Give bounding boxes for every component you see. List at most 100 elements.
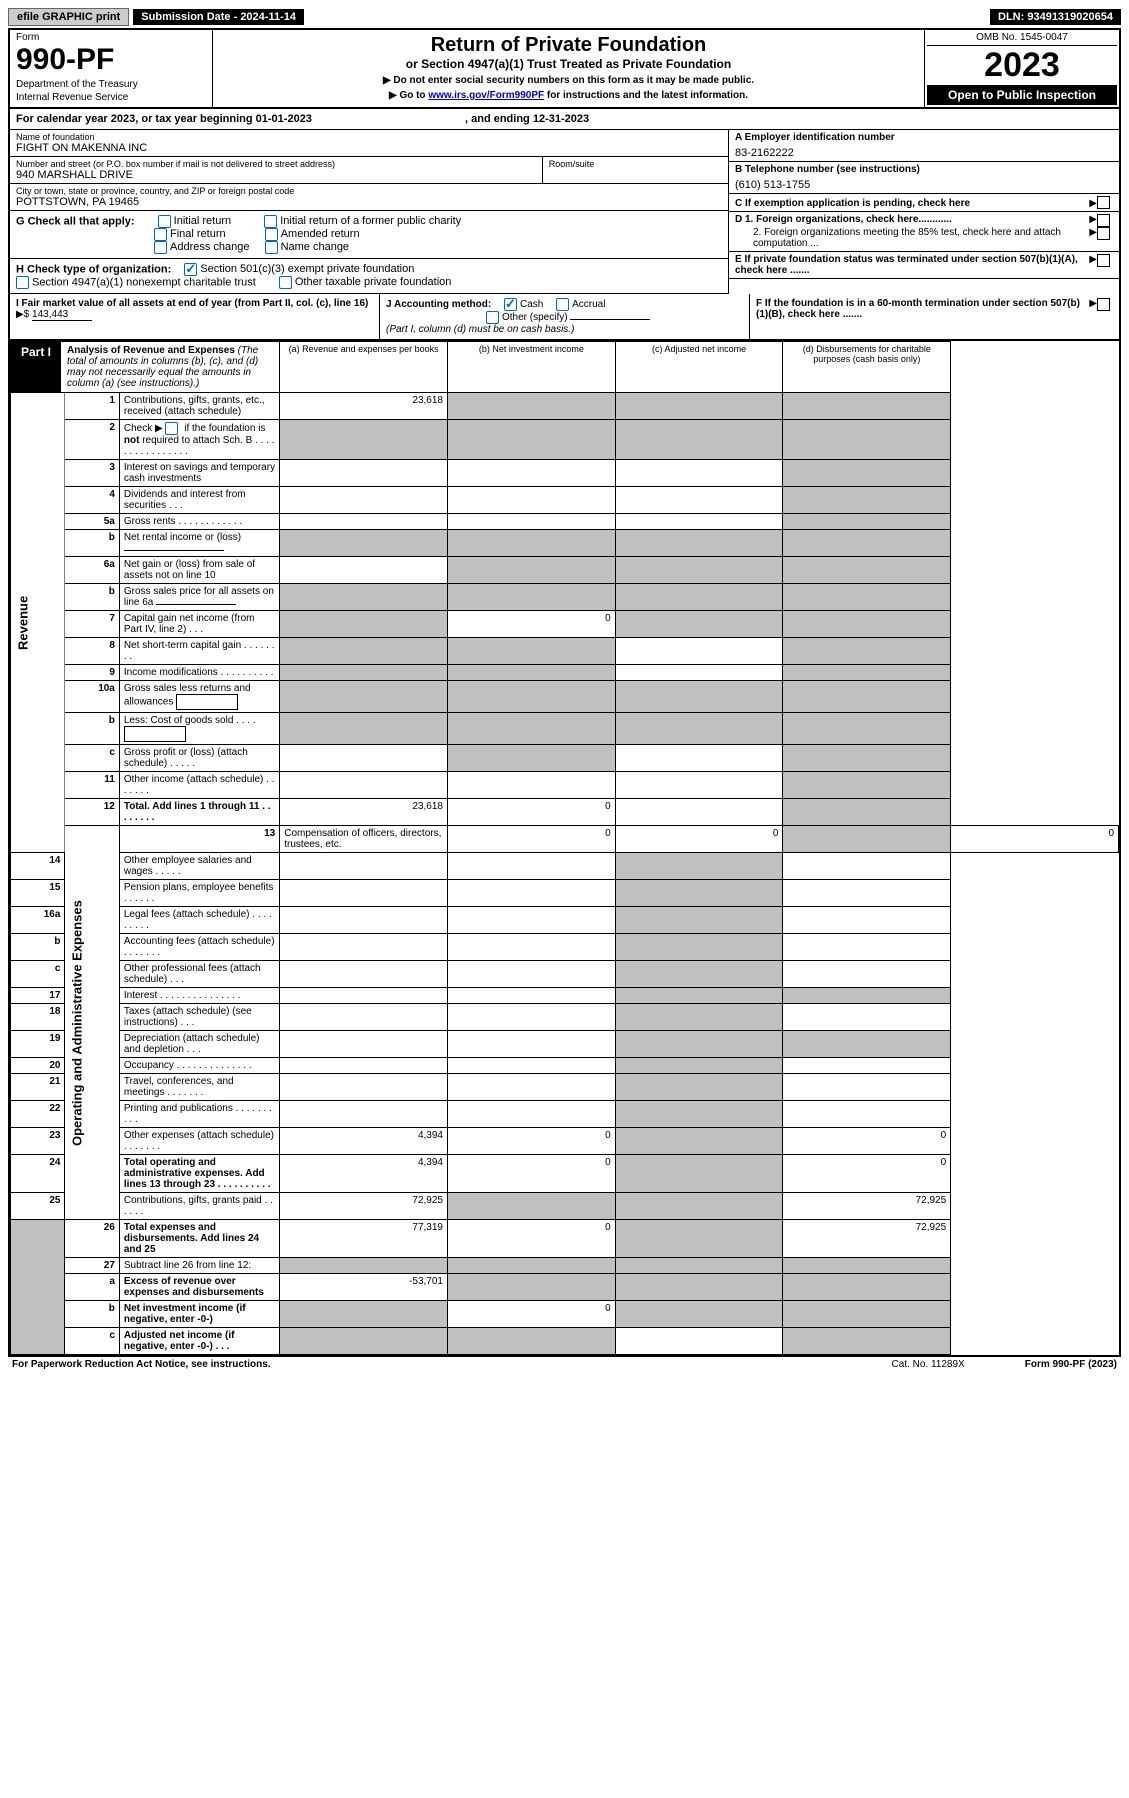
table-row: 12Total. Add lines 1 through 11 . . . . … bbox=[11, 799, 1119, 826]
d2-label: 2. Foreign organizations meeting the 85%… bbox=[735, 227, 1089, 249]
note-link: ▶ Go to www.irs.gov/Form990PF for instru… bbox=[217, 90, 920, 101]
col-b-header: (b) Net investment income bbox=[447, 342, 615, 393]
addr-label: Number and street (or P.O. box number if… bbox=[16, 159, 536, 169]
table-row: 10aGross sales less returns and allowanc… bbox=[11, 681, 1119, 713]
checkbox-accrual[interactable] bbox=[556, 298, 569, 311]
footer-cat: Cat. No. 11289X bbox=[892, 1359, 965, 1370]
street-address: 940 MARSHALL DRIVE bbox=[16, 169, 536, 181]
checkbox-initial-public[interactable] bbox=[264, 215, 277, 228]
e-label: E If private foundation status was termi… bbox=[735, 254, 1089, 276]
table-row: 14Other employee salaries and wages . . … bbox=[11, 853, 1119, 880]
part1-table: Part I Analysis of Revenue and Expenses … bbox=[10, 341, 1119, 1355]
table-row: cOther professional fees (attach schedul… bbox=[11, 961, 1119, 988]
omb-number: OMB No. 1545-0047 bbox=[927, 32, 1117, 46]
footer-right: Form 990-PF (2023) bbox=[1025, 1359, 1117, 1370]
revenue-side-label: Revenue bbox=[11, 393, 65, 853]
form-title: Return of Private Foundation bbox=[217, 34, 920, 57]
form-subtitle: or Section 4947(a)(1) Trust Treated as P… bbox=[217, 57, 920, 71]
checkbox-name-change[interactable] bbox=[265, 241, 278, 254]
phone-value: (610) 513-1755 bbox=[735, 179, 1113, 191]
d1-label: D 1. Foreign organizations, check here..… bbox=[735, 214, 1089, 227]
section-f: F If the foundation is in a 60-month ter… bbox=[749, 294, 1119, 339]
table-row: 16aLegal fees (attach schedule) . . . . … bbox=[11, 907, 1119, 934]
table-row: 20Occupancy . . . . . . . . . . . . . . bbox=[11, 1058, 1119, 1074]
checkbox-final-return[interactable] bbox=[154, 228, 167, 241]
table-row: 24Total operating and administrative exp… bbox=[11, 1155, 1119, 1193]
table-row: bNet investment income (if negative, ent… bbox=[11, 1301, 1119, 1328]
checkbox-d2[interactable] bbox=[1097, 227, 1110, 240]
checkbox-amended[interactable] bbox=[265, 228, 278, 241]
col-d-header: (d) Disbursements for charitable purpose… bbox=[783, 342, 951, 393]
checkbox-other-taxable[interactable] bbox=[279, 276, 292, 289]
top-bar: efile GRAPHIC print Submission Date - 20… bbox=[8, 8, 1121, 26]
form-label: Form bbox=[16, 32, 206, 43]
section-i: I Fair market value of all assets at end… bbox=[10, 294, 379, 339]
checkbox-e[interactable] bbox=[1097, 254, 1110, 267]
table-row: 3Interest on savings and temporary cash … bbox=[11, 460, 1119, 487]
footer-left: For Paperwork Reduction Act Notice, see … bbox=[12, 1359, 271, 1370]
table-row: 8Net short-term capital gain . . . . . .… bbox=[11, 638, 1119, 665]
table-row: 25Contributions, gifts, grants paid . . … bbox=[11, 1193, 1119, 1220]
table-row: 21Travel, conferences, and meetings . . … bbox=[11, 1074, 1119, 1101]
table-row: 2Check ▶ if the foundation is not requir… bbox=[11, 420, 1119, 460]
part1-label: Part I bbox=[11, 342, 61, 392]
table-row: 27Subtract line 26 from line 12: bbox=[11, 1258, 1119, 1274]
room-label: Room/suite bbox=[549, 159, 722, 169]
checkbox-4947[interactable] bbox=[16, 276, 29, 289]
table-row: 19Depreciation (attach schedule) and dep… bbox=[11, 1031, 1119, 1058]
table-row: bAccounting fees (attach schedule) . . .… bbox=[11, 934, 1119, 961]
form-number: 990-PF bbox=[16, 43, 206, 77]
checkbox-address-change[interactable] bbox=[154, 241, 167, 254]
table-row: bLess: Cost of goods sold . . . . bbox=[11, 713, 1119, 745]
table-row: 6aNet gain or (loss) from sale of assets… bbox=[11, 557, 1119, 584]
checkbox-initial-return[interactable] bbox=[158, 215, 171, 228]
irs-link[interactable]: www.irs.gov/Form990PF bbox=[428, 90, 544, 101]
page-footer: For Paperwork Reduction Act Notice, see … bbox=[8, 1357, 1121, 1372]
table-row: Revenue 1Contributions, gifts, grants, e… bbox=[11, 393, 1119, 420]
table-row: 22Printing and publications . . . . . . … bbox=[11, 1101, 1119, 1128]
checkbox-cash[interactable] bbox=[504, 298, 517, 311]
fmv-value: 143,443 bbox=[32, 309, 92, 321]
submission-date: Submission Date - 2024-11-14 bbox=[133, 9, 304, 25]
name-label: Name of foundation bbox=[16, 132, 722, 142]
form-header: Form 990-PF Department of the Treasury I… bbox=[10, 30, 1119, 109]
table-row: aExcess of revenue over expenses and dis… bbox=[11, 1274, 1119, 1301]
checkbox-501c3[interactable] bbox=[184, 263, 197, 276]
open-inspection: Open to Public Inspection bbox=[927, 85, 1117, 105]
tax-year: 2023 bbox=[927, 46, 1117, 85]
city-label: City or town, state or province, country… bbox=[16, 186, 722, 196]
efile-button[interactable]: efile GRAPHIC print bbox=[8, 8, 129, 26]
part1-desc: Analysis of Revenue and Expenses (The to… bbox=[61, 342, 279, 392]
checkbox-d1[interactable] bbox=[1097, 214, 1110, 227]
checkbox-other-method[interactable] bbox=[486, 311, 499, 324]
col-c-header: (c) Adjusted net income bbox=[615, 342, 783, 393]
table-row: 9Income modifications . . . . . . . . . … bbox=[11, 665, 1119, 681]
table-row: 11Other income (attach schedule) . . . .… bbox=[11, 772, 1119, 799]
table-row: Operating and Administrative Expenses 13… bbox=[11, 826, 1119, 853]
note-ssn: ▶ Do not enter social security numbers o… bbox=[217, 75, 920, 86]
ein-label: A Employer identification number bbox=[735, 132, 1113, 143]
expenses-side-label: Operating and Administrative Expenses bbox=[65, 826, 119, 1220]
table-row: cAdjusted net income (if negative, enter… bbox=[11, 1328, 1119, 1355]
section-g: G Check all that apply: Initial return I… bbox=[10, 211, 728, 259]
dln-label: DLN: 93491319020654 bbox=[990, 9, 1121, 25]
table-row: 23Other expenses (attach schedule) . . .… bbox=[11, 1128, 1119, 1155]
i-j-f-row: I Fair market value of all assets at end… bbox=[10, 294, 1119, 341]
table-row: 5aGross rents . . . . . . . . . . . . bbox=[11, 514, 1119, 530]
checkbox-schb[interactable] bbox=[165, 422, 178, 435]
dept-line1: Department of the Treasury bbox=[16, 79, 206, 90]
table-row: 17Interest . . . . . . . . . . . . . . . bbox=[11, 988, 1119, 1004]
info-grid: Name of foundation FIGHT ON MAKENNA INC … bbox=[10, 130, 1119, 294]
header-right: OMB No. 1545-0047 2023 Open to Public In… bbox=[924, 30, 1119, 107]
header-left: Form 990-PF Department of the Treasury I… bbox=[10, 30, 213, 107]
section-h: H Check type of organization: Section 50… bbox=[10, 259, 728, 294]
checkbox-f[interactable] bbox=[1097, 298, 1110, 311]
table-row: bNet rental income or (loss) bbox=[11, 530, 1119, 557]
header-center: Return of Private Foundation or Section … bbox=[213, 30, 924, 107]
c-label: C If exemption application is pending, c… bbox=[735, 198, 1089, 209]
table-row: 26Total expenses and disbursements. Add … bbox=[11, 1220, 1119, 1258]
checkbox-c[interactable] bbox=[1097, 196, 1110, 209]
table-row: cGross profit or (loss) (attach schedule… bbox=[11, 745, 1119, 772]
phone-label: B Telephone number (see instructions) bbox=[735, 164, 1113, 175]
table-row: 7Capital gain net income (from Part IV, … bbox=[11, 611, 1119, 638]
